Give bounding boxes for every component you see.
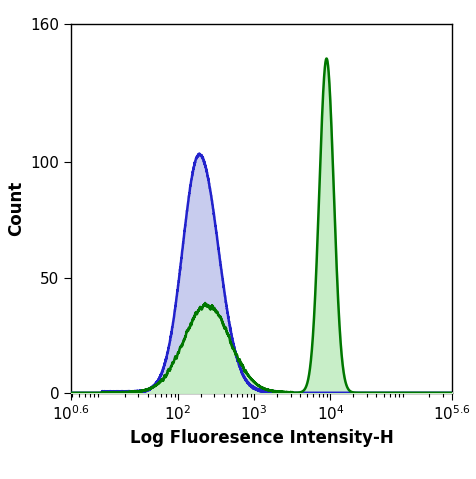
X-axis label: Log Fluoresence Intensity-H: Log Fluoresence Intensity-H: [130, 429, 394, 447]
Y-axis label: Count: Count: [7, 181, 25, 236]
